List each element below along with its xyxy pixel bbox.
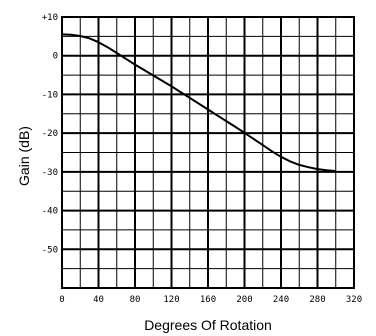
y-tick-label: -30 — [42, 168, 58, 178]
y-axis-title: Gain (dB) — [16, 126, 32, 186]
y-tick-label: +10 — [42, 13, 58, 23]
x-tick-label: 0 — [59, 295, 64, 305]
y-tick-label: -10 — [42, 90, 58, 100]
grid — [61, 16, 355, 289]
x-tick-label: 120 — [163, 295, 179, 305]
x-tick-label: 40 — [93, 295, 104, 305]
tick-labels: 0 40 80 120 160 200 240 280 320 +10 0 -10 -20 -30 -40 -… — [42, 13, 362, 305]
plot-border — [61, 16, 355, 289]
x-axis-title: Degrees Of Rotation — [144, 317, 272, 333]
x-tick-label: 80 — [130, 295, 141, 305]
x-tick-label: 240 — [273, 295, 289, 305]
x-tick-label: 200 — [236, 295, 252, 305]
y-tick-label: -20 — [42, 129, 58, 139]
gain-curve — [61, 33, 336, 173]
y-tick-label: 0 — [53, 52, 58, 62]
y-tick-label: -40 — [42, 207, 58, 217]
x-tick-label: 160 — [200, 295, 216, 305]
x-tick-label: 280 — [309, 295, 325, 305]
y-tick-label: -50 — [42, 245, 58, 255]
x-tick-label: 320 — [346, 295, 362, 305]
curve — [61, 33, 336, 173]
